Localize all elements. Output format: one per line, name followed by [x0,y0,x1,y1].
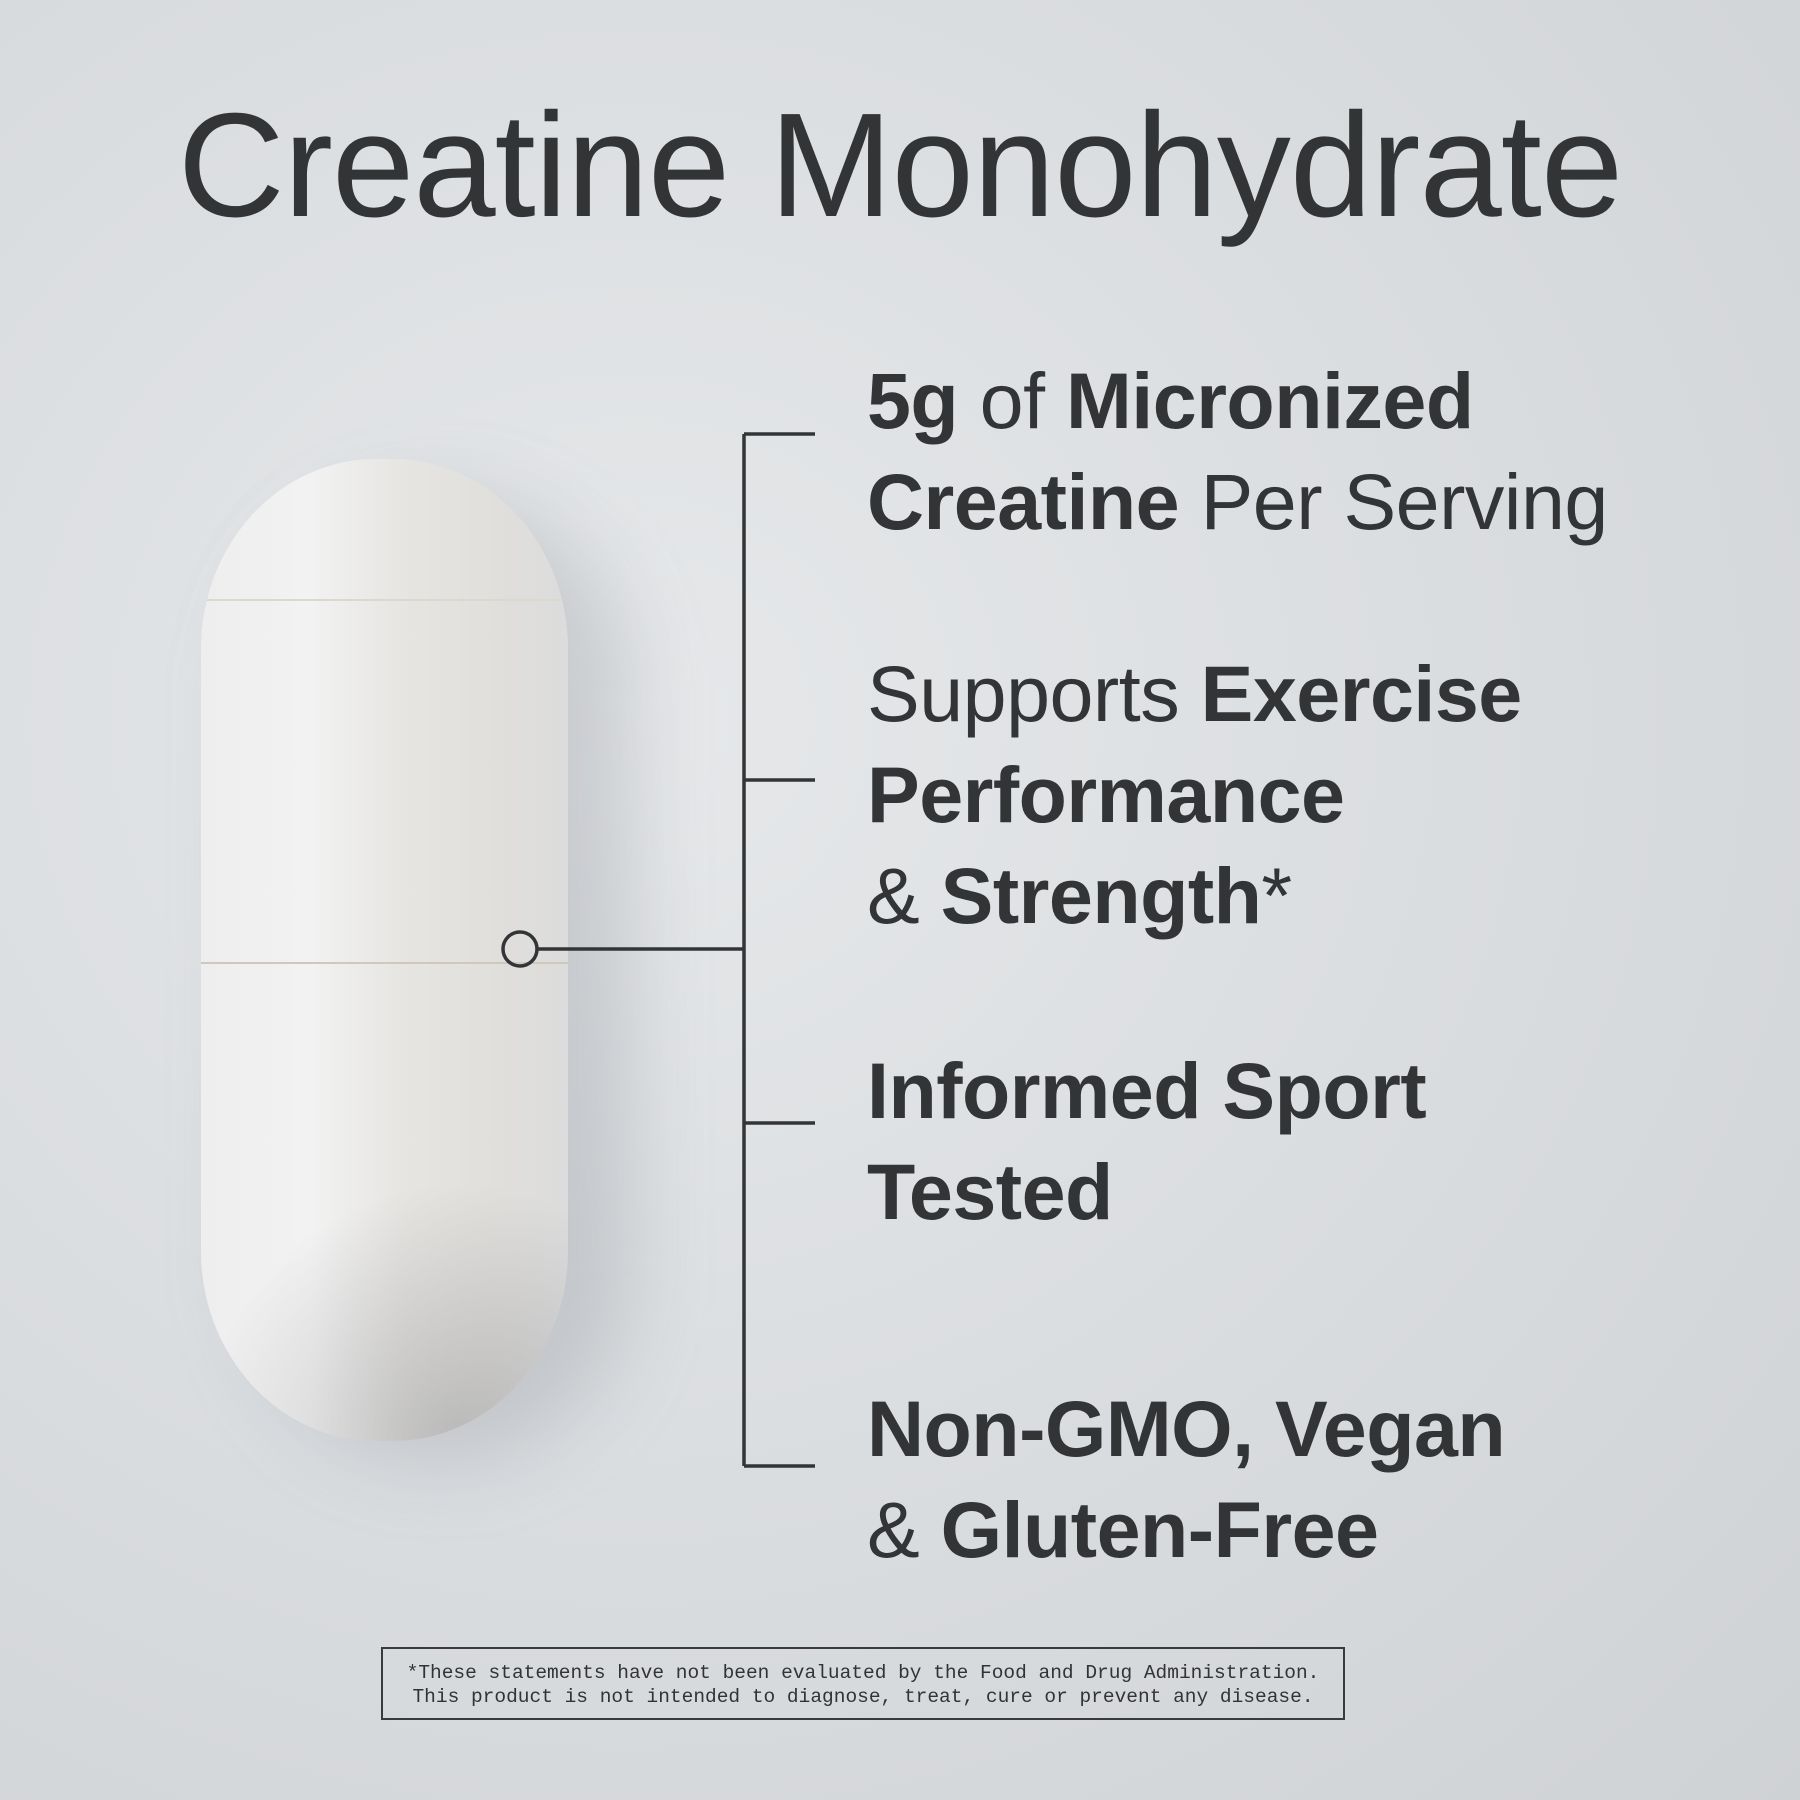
capsule-image [201,459,568,1441]
feature-text: 5g [867,356,959,445]
disclaimer-line: *These statements have not been evaluate… [406,1662,1320,1684]
feature-text: Strength [940,851,1262,940]
feature-micronized-creatine: 5g of Micronized Creatine Per Serving [867,350,1608,552]
feature-text: Creatine [867,457,1180,546]
feature-exercise-performance: Supports Exercise Performance & Strength… [867,643,1522,946]
feature-text: Supports [867,649,1201,738]
capsule-seam [201,962,568,964]
disclaimer-line: This product is not intended to diagnose… [412,1686,1314,1708]
feature-text: Exercise [1200,649,1523,738]
feature-text: & [867,851,941,940]
feature-text: of [958,356,1066,445]
feature-text: Performance [867,750,1345,839]
feature-informed-sport: Informed Sport Tested [867,1040,1427,1242]
feature-text: Gluten-Free [940,1485,1379,1574]
feature-text: Tested [867,1147,1113,1236]
feature-text: Micronized [1066,356,1474,445]
feature-text: * [1261,851,1292,940]
feature-text: & [867,1485,941,1574]
feature-text: Per Serving [1179,457,1609,546]
capsule-band [201,599,568,601]
feature-non-gmo-vegan: Non-GMO, Vegan & Gluten-Free [867,1378,1506,1580]
page-title: Creatine Monohydrate [177,83,1623,248]
fda-disclaimer: *These statements have not been evaluate… [381,1647,1345,1720]
connector-circle-icon [501,930,539,968]
feature-text: Informed Sport [867,1046,1427,1135]
feature-text: Non-GMO, Vegan [867,1384,1506,1473]
